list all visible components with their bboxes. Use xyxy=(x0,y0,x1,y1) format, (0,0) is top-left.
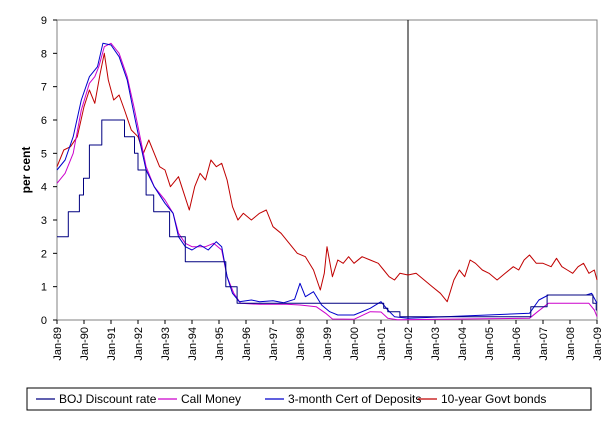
x-tick-label: Jan-09 xyxy=(592,327,604,361)
legend-box xyxy=(26,387,592,411)
y-axis: 0 1 2 3 4 5 6 7 8 9 xyxy=(41,15,57,327)
x-axis: Jan-89 Jan-90 Jan-91 Jan-92 Jan-93 Jan-94 Jan-… xyxy=(52,320,604,361)
y-tick-label: 9 xyxy=(41,15,47,27)
y-axis-label: per cent xyxy=(19,147,33,194)
x-tick-label: Jan-96 xyxy=(241,327,253,361)
x-tick-label: Jan-92 xyxy=(133,327,145,361)
y-tick-label: 1 xyxy=(41,282,47,294)
y-tick-label: 7 xyxy=(41,82,47,94)
y-tick-label: 8 xyxy=(41,48,47,60)
legend-label: Call Money xyxy=(181,392,241,406)
x-tick-label: Jan-02 xyxy=(403,327,415,361)
x-tick-label: Jan-03 xyxy=(430,327,442,361)
y-tick-label: 3 xyxy=(41,215,47,227)
x-tick-label: Jan-98 xyxy=(295,327,307,361)
y-tick-label: 5 xyxy=(41,148,47,160)
x-tick-label: Jan-08 xyxy=(565,327,577,361)
x-tick-label: Jan-95 xyxy=(214,327,226,361)
legend-label: BOJ Discount rate xyxy=(59,392,157,406)
x-tick-label: Jan-05 xyxy=(484,327,496,361)
x-tick-label: Jan-91 xyxy=(106,327,118,361)
x-tick-label: Jan-06 xyxy=(511,327,523,361)
x-tick-label: Jan-07 xyxy=(538,327,550,361)
y-axis-title: per cent xyxy=(19,147,33,194)
x-tick-label: Jan-04 xyxy=(457,327,469,361)
legend: BOJ Discount rate Call Money 3-month Cert … xyxy=(26,387,592,411)
x-tick-label: Jan-99 xyxy=(322,327,334,361)
x-tick-label: Jan-94 xyxy=(187,327,199,361)
y-tick-label: 6 xyxy=(41,115,47,127)
y-tick-label: 0 xyxy=(41,315,47,327)
series-layer xyxy=(56,42,598,321)
x-tick-label: Jan-89 xyxy=(52,327,64,361)
x-tick-label: Jan-01 xyxy=(376,327,388,361)
x-tick-label: Jan-97 xyxy=(268,327,280,361)
legend-label: 10-year Govt bonds xyxy=(441,392,546,406)
x-tick-label: Jan-90 xyxy=(79,327,91,361)
legend-label: 3-month Cert of Deposits xyxy=(288,392,421,406)
x-tick-label: Jan-00 xyxy=(349,327,361,361)
series-line-1 xyxy=(56,42,598,321)
x-tick-label: Jan-93 xyxy=(160,327,172,361)
y-tick-label: 2 xyxy=(41,248,47,260)
series-line-0 xyxy=(57,119,597,318)
y-tick-label: 4 xyxy=(41,182,47,194)
